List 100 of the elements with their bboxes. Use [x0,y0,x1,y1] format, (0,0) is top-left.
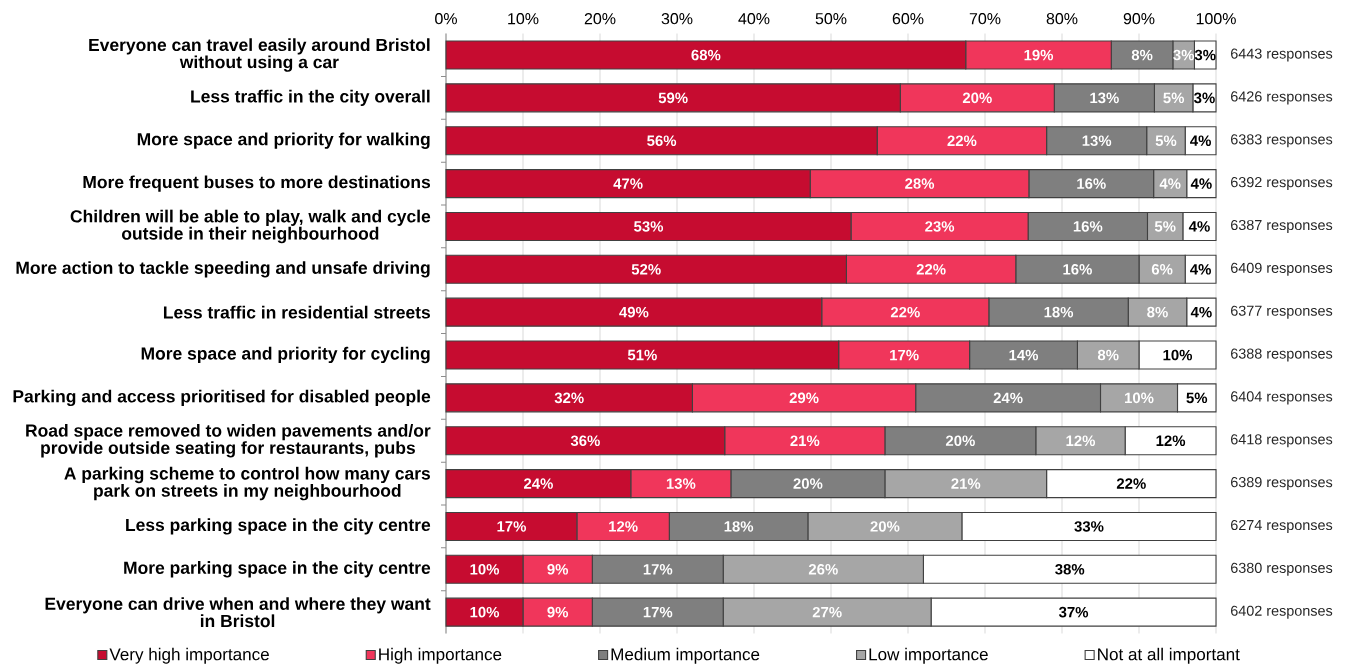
data-label: 16% [1077,178,1106,189]
data-label: 8% [1147,306,1168,318]
data-label: 28% [905,178,935,189]
legend-label: Medium importance [611,647,760,664]
data-label: 13% [666,478,696,489]
data-label: 59% [658,92,688,104]
data-label: 22% [916,264,946,275]
data-label: 18% [1044,306,1074,318]
data-label: 68% [691,49,721,61]
data-label: 22% [1116,478,1146,489]
data-label: 8% [1097,349,1119,361]
data-label: 38% [1055,563,1085,575]
data-label: 52% [631,264,661,275]
data-label: 49% [619,306,649,318]
data-label: 47% [613,178,643,189]
y-tick-label: A parking scheme to control how many cars park on streets in my neighbourhood [64,466,430,501]
data-label: 21% [790,435,820,447]
data-label: 8% [1131,49,1153,61]
y-tick-label: Everyone can drive when and where they want in Bristol [45,597,431,628]
x-tick-label: 30% [661,13,693,25]
y-tick-label: Road space removed to widen pavements and/or provide outside seating for restaurants, pubs [26,423,431,458]
text: 6392 responses [1231,177,1333,191]
y-tick-label: Less parking space in the city centre [126,518,431,535]
y-tick-label: More parking space in the city centre [124,561,431,578]
data-label: 12% [1066,435,1096,447]
data-label: 19% [1024,49,1054,61]
data-label: 16% [1073,221,1103,232]
legend-label: Very high importance [109,647,269,664]
data-label: 13% [1082,135,1112,147]
x-tick-label: 50% [815,13,847,25]
text: 6402 responses [1231,605,1333,619]
data-label: 4% [1188,221,1210,232]
text: 6380 responses [1231,562,1333,576]
data-label: 21% [951,478,981,489]
data-label: 24% [993,392,1023,404]
x-tick-label: 90% [1123,13,1155,25]
data-label: 17% [890,349,919,361]
data-label: 56% [647,135,677,147]
data-label: 4% [1190,306,1212,318]
y-tick-label: Less traffic in residential streets [163,305,430,319]
data-label: 20% [945,435,975,447]
data-label: 13% [1090,92,1119,104]
data-label: 5% [1154,221,1176,232]
text: 6418 responses [1231,434,1333,448]
data-label: 51% [627,349,657,361]
y-tick-label: Children will be able to play, walk and cycle outside in their neighbourhood [70,209,431,244]
data-label: 20% [793,478,823,489]
y-tick-label: Everyone can travel easily around Bristol without using a car [89,38,430,72]
text: 6274 responses [1231,519,1333,533]
data-label: 5% [1186,392,1208,404]
legend-label: Low importance [869,647,988,664]
x-tick-label: 40% [738,13,770,25]
data-label: 12% [609,521,638,532]
data-label: 23% [925,221,955,232]
y-tick-label: More action to tackle speeding and unsafe driving [16,261,430,278]
text: 6387 responses [1231,219,1333,233]
y-tick-label: More frequent buses to more destinations [83,175,431,192]
data-label: 20% [962,92,992,104]
data-label: 16% [1063,264,1092,275]
data-label: 9% [547,606,569,618]
data-label: 3% [1194,92,1215,104]
text: 6383 responses [1231,134,1333,148]
data-label: 24% [523,478,553,489]
data-label: 4% [1190,135,1211,146]
data-label: 5% [1163,92,1185,104]
data-label: 6% [1151,264,1173,275]
data-label: 12% [1156,435,1186,447]
text: 6389 responses [1231,477,1333,491]
x-tick-label: 80% [1046,13,1078,25]
legend-label: High importance [379,647,502,664]
data-label: 17% [643,606,673,618]
data-label: 53% [634,221,664,232]
text: 6388 responses [1231,348,1333,362]
text: 6443 responses [1231,48,1333,62]
data-label: 22% [947,135,977,147]
x-tick-label: 20% [584,13,616,25]
y-tick-label: More space and priority for cycling [141,346,430,364]
data-label: 17% [643,564,673,575]
data-label: 32% [554,392,584,404]
text: 6409 responses [1231,262,1333,276]
data-label: 14% [1009,349,1039,361]
data-label: 36% [570,435,600,447]
data-label: 10% [1125,392,1154,404]
y-tick-label: Less traffic in the city overall [191,89,430,107]
data-label: 37% [1058,606,1089,618]
data-label: 4% [1190,178,1212,189]
x-tick-label: 60% [892,13,924,25]
data-label: 4% [1159,178,1181,189]
data-label: 22% [890,306,920,318]
data-label: 10% [470,564,500,575]
data-label: 9% [547,564,569,575]
data-label: 5% [1155,135,1177,146]
x-tick-label: 10% [508,13,539,25]
text: 6404 responses [1231,391,1333,405]
legend-label: Not at all important [1098,647,1240,664]
x-tick-label: 100% [1196,13,1236,25]
data-label: 10% [1163,349,1193,361]
x-tick-label: 0% [435,13,457,25]
y-tick-label: More space and priority for walking [137,132,430,149]
text: 6377 responses [1231,305,1333,319]
